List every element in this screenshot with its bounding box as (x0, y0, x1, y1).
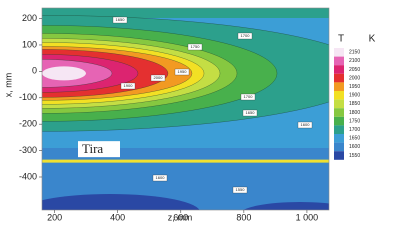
contour-label-box (297, 121, 313, 129)
colorbar-label: 2150 (349, 50, 360, 56)
colorbar-segment (334, 151, 344, 160)
colorbar-segment (334, 125, 344, 134)
annotation-text: Tira (82, 141, 103, 156)
colorbar-label: 2100 (349, 58, 360, 64)
y-tick-label: 100 (22, 39, 37, 49)
x-axis-label: z, mm (168, 212, 193, 222)
contour-label-box (242, 109, 258, 117)
contour-label-box (187, 43, 203, 51)
annotation-box (78, 141, 120, 158)
colorbar-label: 1550 (349, 153, 360, 159)
colorbar-label: 2000 (349, 75, 360, 81)
colorbar-segment (334, 73, 344, 83)
y-tick-label: -200 (19, 119, 37, 129)
contour-label: 1550 (236, 187, 246, 192)
contour-label: 2000 (154, 75, 164, 80)
y-axis-label: x, mm (3, 73, 13, 98)
contour-label: 1950 (178, 69, 188, 74)
contour-label: 1600 (301, 122, 311, 127)
colorbar-segment (334, 116, 344, 126)
x-tick-label: 1 000 (296, 212, 319, 222)
contour-label: 1650 (246, 110, 256, 115)
x-tick-label: 400 (110, 212, 125, 222)
x-tick-label: 200 (47, 212, 62, 222)
contour-label-box (152, 174, 168, 182)
contour-label: 1750 (191, 44, 201, 49)
colorbar-label: 1650 (349, 136, 360, 142)
contour-label-box (237, 32, 253, 40)
colorbar-label: 1750 (349, 118, 360, 124)
colorbar-segment (334, 91, 344, 100)
colorbar-segment (334, 142, 344, 152)
plot-area: Tira 1650 1700 1750 2000 1950 1900 1700 1650 1600… (42, 8, 329, 210)
x-tick-label: 800 (236, 212, 251, 222)
colorbar-unit: K (369, 34, 376, 45)
contour-label-box (240, 93, 256, 101)
colorbar-label: 1800 (349, 110, 360, 116)
colorbar-segment (334, 82, 344, 91)
contour-label-box (120, 82, 136, 90)
contour-label: 1700 (241, 33, 251, 38)
field-region (42, 8, 329, 18)
field-region (42, 194, 200, 210)
y-tick-label: -300 (19, 145, 37, 155)
colorbar-segment (334, 48, 344, 57)
contour-label-box (232, 186, 248, 194)
colorbar-label: 1700 (349, 127, 360, 133)
colorbar-title: T (338, 34, 344, 45)
colorbar-segment (334, 134, 344, 143)
contour-label: 1900 (124, 83, 134, 88)
field-region (42, 66, 86, 81)
y-tick-label: 200 (22, 13, 37, 23)
chart: Tira165017001750200019501900170016501600… (3, 7, 376, 222)
contour-label-box (112, 16, 128, 24)
contour-label-box (174, 68, 190, 76)
colorbar-segment (334, 65, 344, 74)
colorbar-label: 1850 (349, 101, 360, 107)
y-tick-label: 0 (32, 66, 37, 76)
colorbar-segment (334, 108, 344, 117)
y-tick-label: -400 (19, 171, 37, 181)
contour-label-box (150, 74, 166, 82)
y-tick-label: -100 (19, 92, 37, 102)
x-tick-label: 600 (173, 212, 188, 222)
contour-label: 1600 (156, 175, 166, 180)
field-region (243, 202, 329, 210)
contour-label: 1650 (116, 17, 126, 22)
colorbar-label: 1900 (349, 93, 360, 99)
plot-frame (41, 7, 330, 211)
contour-label: 1700 (244, 94, 254, 99)
colorbar-segment (334, 56, 344, 66)
colorbar-label: 2050 (349, 67, 360, 73)
colorbar-segment (334, 99, 344, 109)
colorbar-label: 1950 (349, 84, 360, 90)
colorbar-label: 1600 (349, 144, 360, 150)
